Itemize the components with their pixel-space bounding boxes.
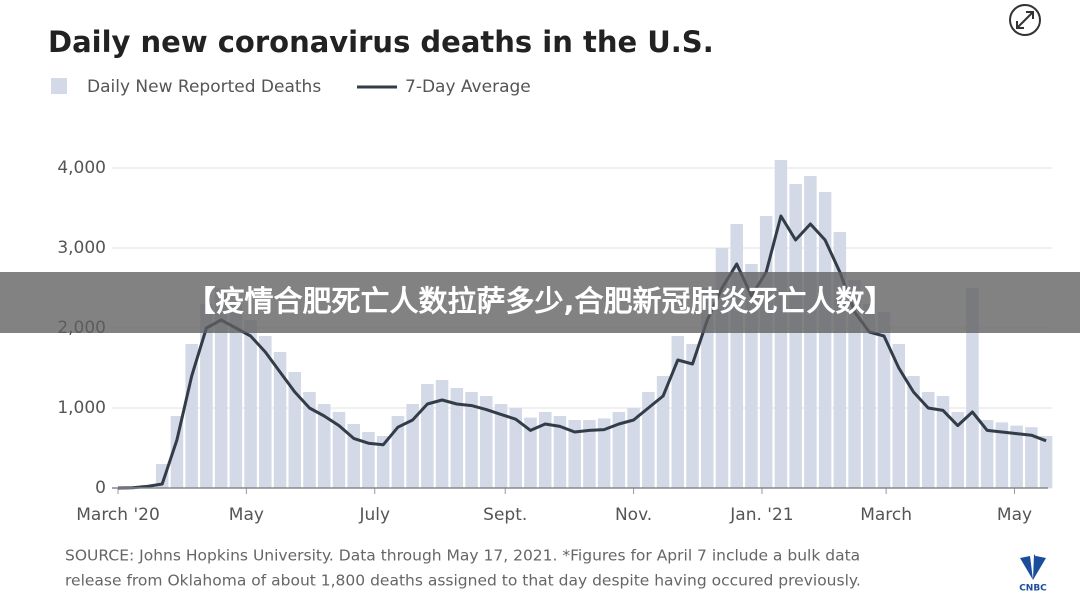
bar <box>995 422 1009 488</box>
bar <box>406 404 419 488</box>
bar <box>494 404 508 488</box>
bar <box>921 392 935 488</box>
bar <box>1039 436 1053 488</box>
average-line <box>117 214 1047 490</box>
bar <box>789 184 802 488</box>
bar <box>863 304 876 488</box>
bar <box>936 396 950 488</box>
bar <box>538 412 552 488</box>
bar <box>362 432 375 488</box>
bar <box>450 388 464 488</box>
bar <box>627 408 640 488</box>
x-tick-label: Nov. <box>615 505 652 525</box>
bar <box>332 412 346 488</box>
legend-label: Daily New Reported Deaths <box>87 77 321 97</box>
bar <box>700 288 714 488</box>
bar <box>980 420 994 488</box>
bar <box>642 392 655 488</box>
source-note: release from Oklahoma of about 1,800 dea… <box>65 572 861 590</box>
bar <box>686 344 699 488</box>
bar <box>200 304 213 488</box>
cnbc-logo: CNBC <box>1019 554 1047 594</box>
bar <box>671 336 685 488</box>
bar <box>480 396 493 488</box>
bar <box>288 372 302 488</box>
bar <box>524 417 537 488</box>
bar <box>951 412 964 488</box>
bar <box>877 312 891 488</box>
bar <box>465 392 478 488</box>
bar <box>597 418 611 488</box>
bar <box>376 436 390 488</box>
y-tick-label: 0 <box>95 478 106 498</box>
x-tick-label: May <box>997 505 1032 525</box>
bar <box>259 336 272 488</box>
y-tick-label: 3,000 <box>57 238 106 258</box>
bar <box>170 416 184 488</box>
x-tick-label: March <box>860 505 912 525</box>
y-tick-label: 1,000 <box>57 398 106 418</box>
bar <box>273 352 287 488</box>
banner-band <box>0 272 1080 333</box>
bar <box>966 288 979 488</box>
x-tick-label: May <box>229 505 264 525</box>
svg-text:CNBC: CNBC <box>1019 584 1047 594</box>
bar <box>317 404 331 488</box>
bar <box>656 376 670 488</box>
bar <box>229 304 243 488</box>
bar <box>1010 425 1023 488</box>
bar <box>1025 427 1038 488</box>
y-tick-label: 4,000 <box>57 158 106 178</box>
bar <box>303 392 316 488</box>
chart-title: Daily new coronavirus deaths in the U.S. <box>48 25 714 59</box>
bar <box>435 380 449 488</box>
bar <box>553 416 567 488</box>
bar <box>421 384 434 488</box>
legend-swatch <box>51 78 67 94</box>
bar <box>583 420 596 488</box>
expand-icon[interactable] <box>1009 4 1041 36</box>
bar <box>391 416 405 488</box>
x-tick-label: Jan. '21 <box>729 505 793 525</box>
bar <box>509 408 523 488</box>
bar <box>818 192 832 488</box>
bar <box>185 344 198 488</box>
x-tick-label: Sept. <box>483 505 527 525</box>
legend-label: 7-Day Average <box>405 77 531 97</box>
source-note: SOURCE: Johns Hopkins University. Data t… <box>65 547 860 565</box>
x-tick-label: March '20 <box>76 505 160 525</box>
bar <box>892 344 906 488</box>
banner-text: 【疫情合肥死亡人数拉萨多少,合肥新冠肺炎死亡人数】 <box>186 284 893 318</box>
bar <box>214 288 228 488</box>
bar <box>907 376 920 488</box>
x-tick-label: July <box>358 505 390 525</box>
bar <box>568 420 581 488</box>
bar <box>612 412 626 488</box>
bar <box>244 320 257 488</box>
